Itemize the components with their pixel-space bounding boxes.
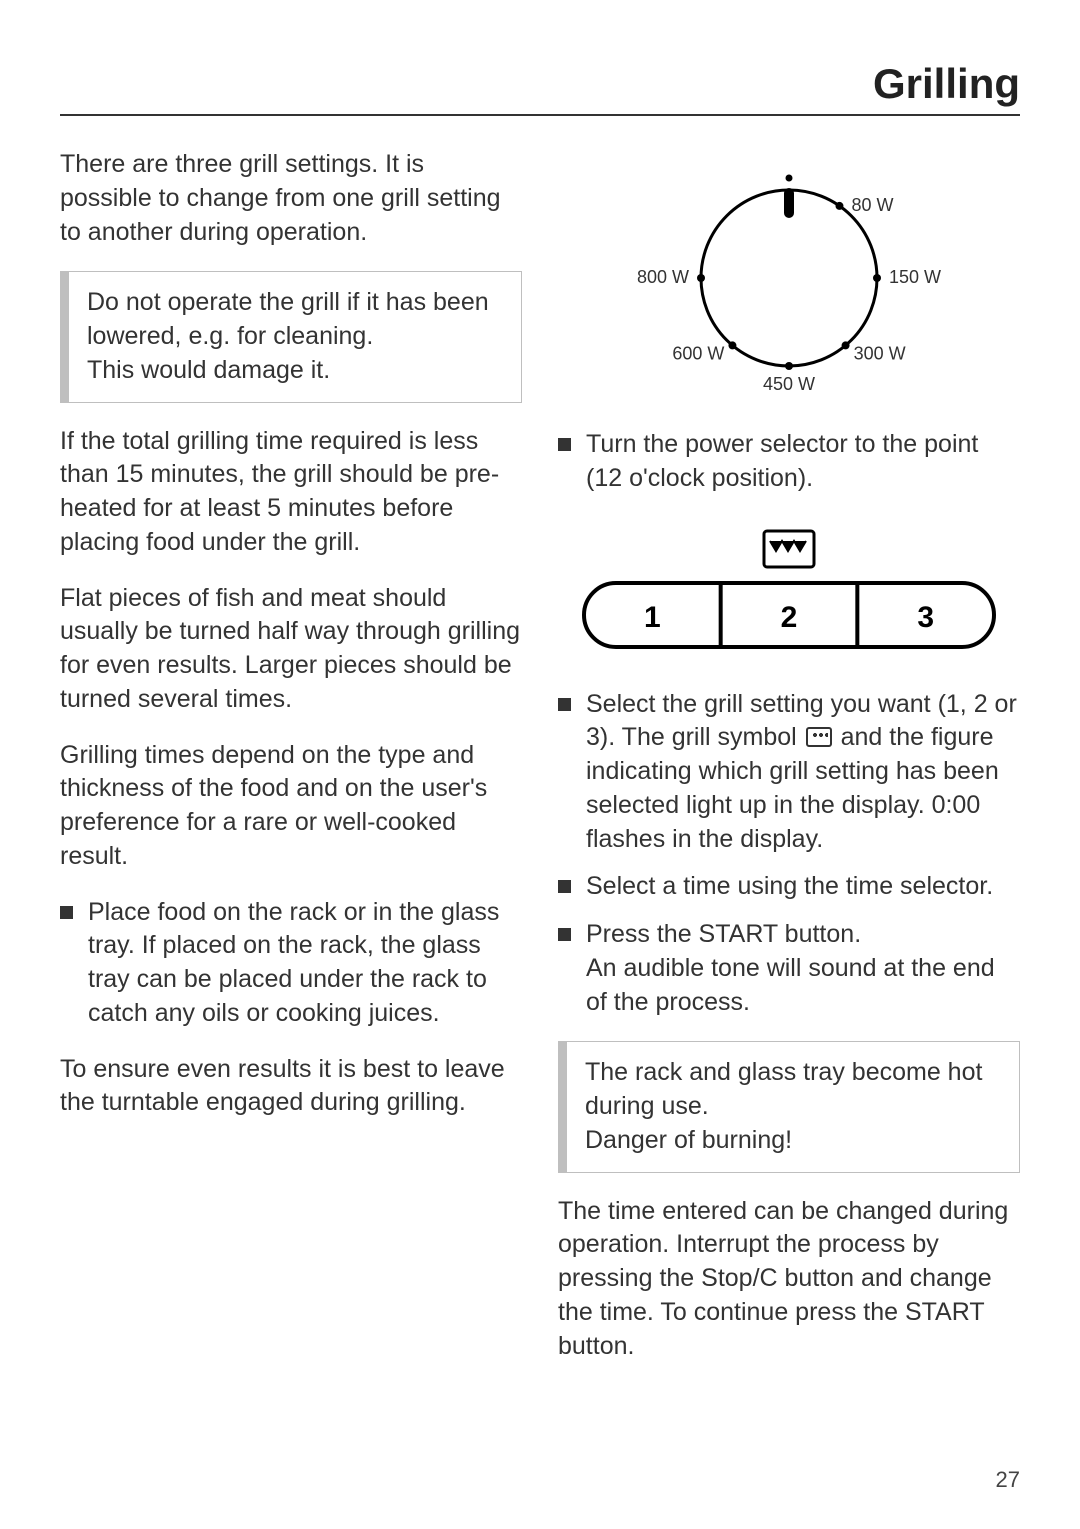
left-column: There are three grill settings. It is po… <box>60 148 522 1385</box>
svg-text:80 W: 80 W <box>851 195 893 215</box>
svg-text:1: 1 <box>644 601 661 634</box>
paragraph-change-time: The time entered can be changed during o… <box>558 1195 1020 1364</box>
paragraph-turning: Flat pieces of fish and meat should usua… <box>60 582 522 717</box>
paragraph-preheat: If the total grilling time required is l… <box>60 425 522 560</box>
svg-text:600 W: 600 W <box>672 343 724 363</box>
text-line: Press the START button. <box>586 920 861 948</box>
grill-buttons-figure: 1 2 3 <box>558 518 1020 678</box>
svg-text:2: 2 <box>781 601 798 634</box>
paragraph-turntable: To ensure even results it is best to lea… <box>60 1053 522 1121</box>
callout-text-line: Do not operate the grill if it has been … <box>87 286 507 354</box>
right-bullet-list-1: Turn the power selector to the point (12… <box>558 428 1020 496</box>
page-number: 27 <box>996 1467 1020 1493</box>
bullet-turn-selector: Turn the power selector to the point (12… <box>558 428 1020 496</box>
bullet-select-setting: Select the grill setting you want (1, 2 … <box>558 688 1020 857</box>
svg-text:300 W: 300 W <box>854 343 906 363</box>
page-title: Grilling <box>60 60 1020 116</box>
bullet-select-time: Select a time using the time selector. <box>558 870 1020 904</box>
callout-text-line: Danger of burning! <box>585 1124 1005 1158</box>
right-column: 80 W 150 W 300 W 450 W 600 W 800 W Turn the p… <box>558 148 1020 1385</box>
grill-symbol-icon <box>806 727 832 747</box>
callout-text-line: The rack and glass tray become hot durin… <box>585 1056 1005 1124</box>
warning-callout-hot-tray: The rack and glass tray become hot durin… <box>558 1041 1020 1172</box>
bullet-press-start: Press the START button. An audible tone … <box>558 918 1020 1019</box>
page: Grilling There are three grill settings.… <box>0 0 1080 1529</box>
svg-text:150 W: 150 W <box>889 267 941 287</box>
intro-paragraph: There are three grill settings. It is po… <box>60 148 522 249</box>
svg-text:3: 3 <box>917 601 934 634</box>
left-bullet-list: Place food on the rack or in the glass t… <box>60 896 522 1031</box>
svg-text:450 W: 450 W <box>763 374 815 394</box>
bullet-place-food: Place food on the rack or in the glass t… <box>60 896 522 1031</box>
right-bullet-list-2: Select the grill setting you want (1, 2 … <box>558 688 1020 1020</box>
content-columns: There are three grill settings. It is po… <box>60 148 1020 1385</box>
callout-text-line: This would damage it. <box>87 354 507 388</box>
warning-callout-grill-lowered: Do not operate the grill if it has been … <box>60 271 522 402</box>
paragraph-times: Grilling times depend on the type and th… <box>60 739 522 874</box>
text-line: An audible tone will sound at the end of… <box>586 954 995 1016</box>
power-dial-figure: 80 W 150 W 300 W 450 W 600 W 800 W <box>558 148 1020 408</box>
grill-buttons-svg: 1 2 3 <box>569 523 1009 673</box>
power-dial-svg: 80 W 150 W 300 W 450 W 600 W 800 W <box>579 153 999 403</box>
svg-text:800 W: 800 W <box>637 267 689 287</box>
